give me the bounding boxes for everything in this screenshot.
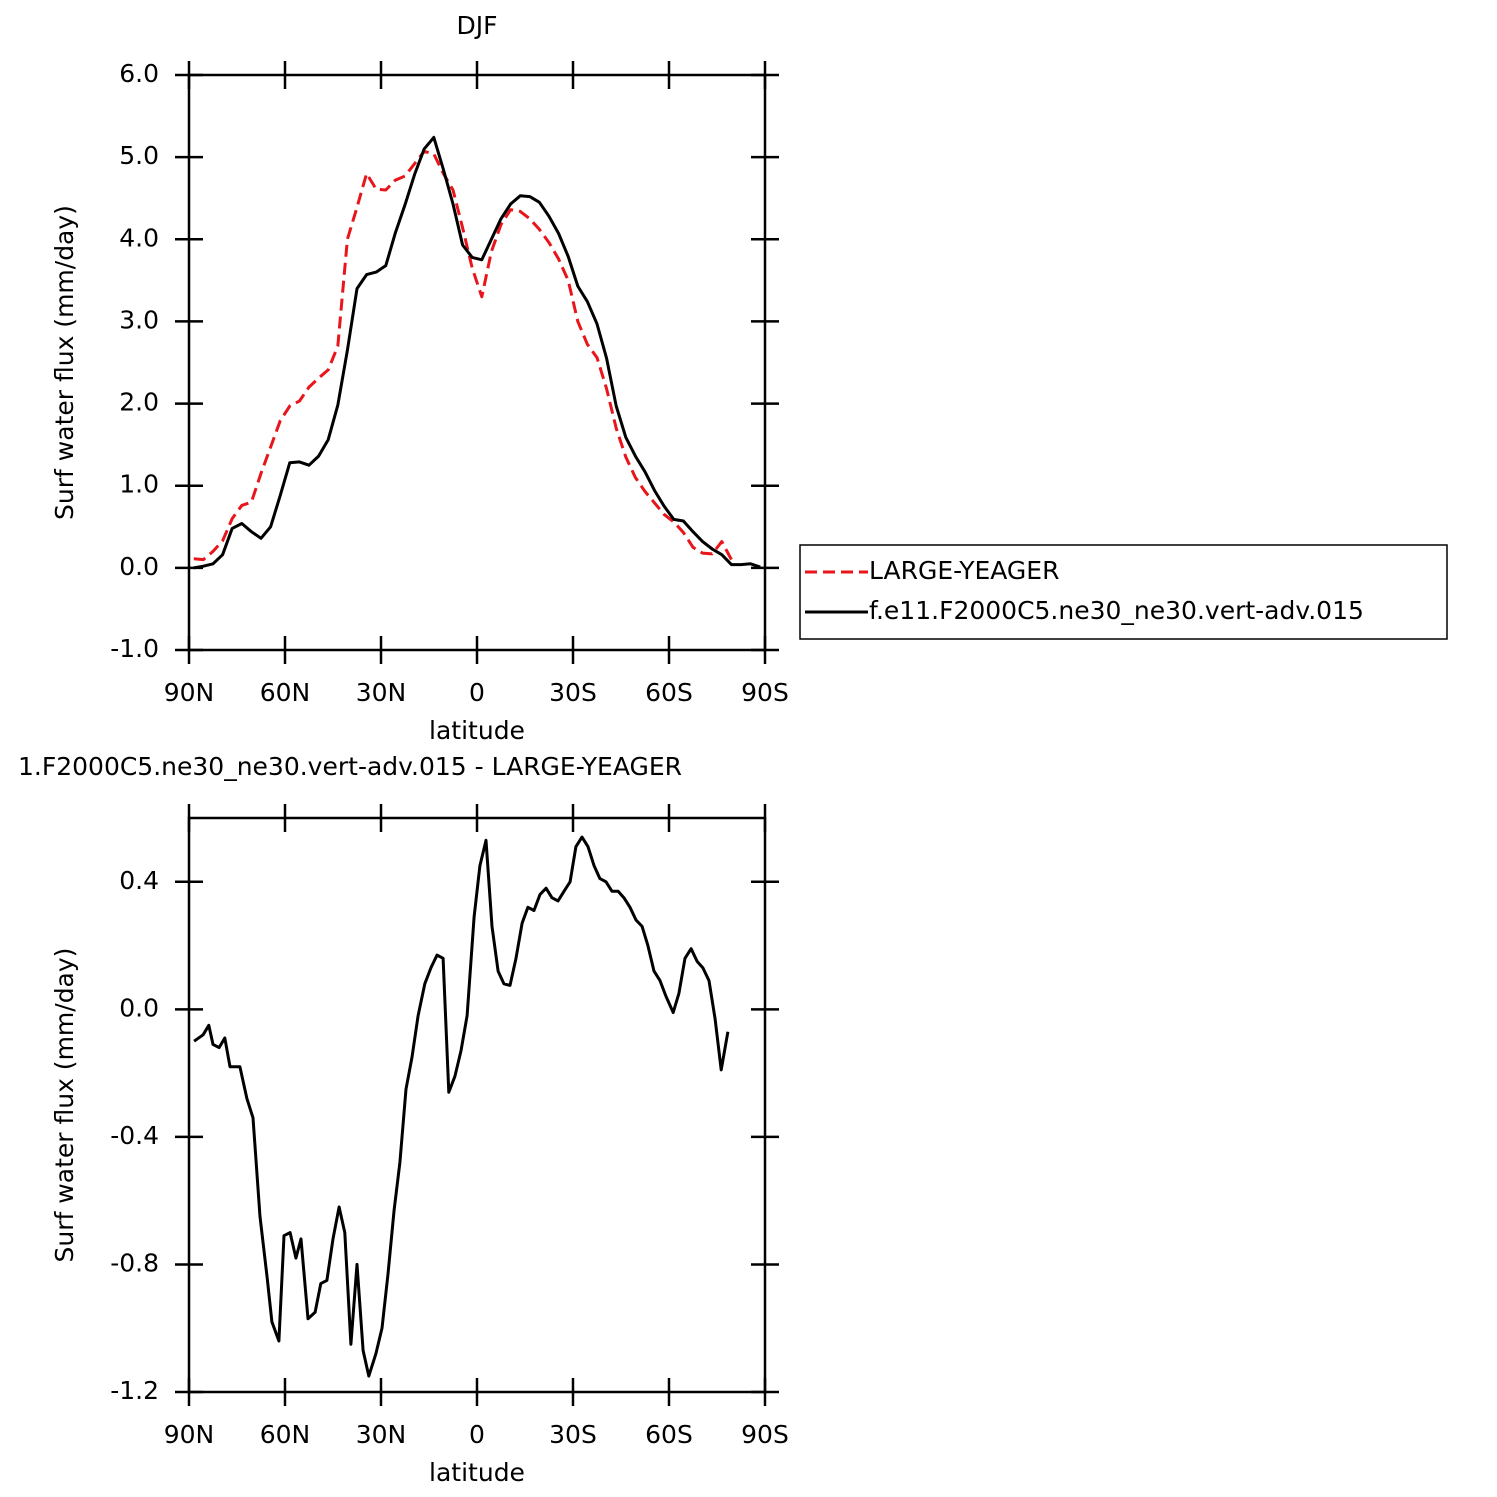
x-tick-label: 0 bbox=[469, 678, 485, 707]
y-tick-label: 0.0 bbox=[119, 552, 159, 581]
x-tick-label: 90S bbox=[741, 678, 789, 707]
x-axis-label: latitude bbox=[429, 1458, 525, 1487]
y-tick-label: 2.0 bbox=[119, 388, 159, 417]
x-axis-label: latitude bbox=[429, 716, 525, 745]
y-tick-label: 0.4 bbox=[119, 866, 159, 895]
chart-title: 1.F2000C5.ne30_ne30.vert-adv.015 - LARGE… bbox=[18, 752, 682, 781]
y-tick-label: 4.0 bbox=[119, 223, 159, 252]
y-tick-label: 3.0 bbox=[119, 305, 159, 334]
y-tick-label: -1.2 bbox=[110, 1376, 159, 1405]
x-tick-label: 0 bbox=[469, 1420, 485, 1449]
legend-label: LARGE-YEAGER bbox=[869, 556, 1059, 585]
plot-frame bbox=[187, 73, 767, 652]
x-tick-label: 60S bbox=[645, 678, 693, 707]
data-line bbox=[193, 835, 730, 1378]
x-tick-label: 30S bbox=[549, 678, 597, 707]
y-axis-label: Surf water flux (mm/day) bbox=[50, 205, 79, 520]
y-tick-label: 5.0 bbox=[119, 141, 159, 170]
legend-label: f.e11.F2000C5.ne30_ne30.vert-adv.015 bbox=[869, 596, 1364, 625]
y-tick-label: -0.8 bbox=[110, 1248, 159, 1277]
x-tick-label: 90S bbox=[741, 1420, 789, 1449]
x-tick-label: 30S bbox=[549, 1420, 597, 1449]
legend-box bbox=[799, 544, 1448, 640]
x-tick-label: 30N bbox=[356, 678, 407, 707]
y-tick-label: 1.0 bbox=[119, 470, 159, 499]
y-tick-label: -1.0 bbox=[110, 634, 159, 663]
x-tick-label: 60S bbox=[645, 1420, 693, 1449]
y-tick-label: 6.0 bbox=[119, 59, 159, 88]
data-line bbox=[193, 135, 761, 570]
x-tick-label: 90N bbox=[164, 1420, 215, 1449]
y-axis-label: Surf water flux (mm/day) bbox=[50, 948, 79, 1263]
data-line bbox=[193, 149, 733, 562]
y-tick-label: -0.4 bbox=[110, 1121, 159, 1150]
x-tick-label: 60N bbox=[260, 678, 311, 707]
y-tick-label: 0.0 bbox=[119, 993, 159, 1022]
x-tick-label: 60N bbox=[260, 1420, 311, 1449]
chart-title: DJF bbox=[456, 11, 497, 40]
x-tick-label: 30N bbox=[356, 1420, 407, 1449]
x-tick-label: 90N bbox=[164, 678, 215, 707]
